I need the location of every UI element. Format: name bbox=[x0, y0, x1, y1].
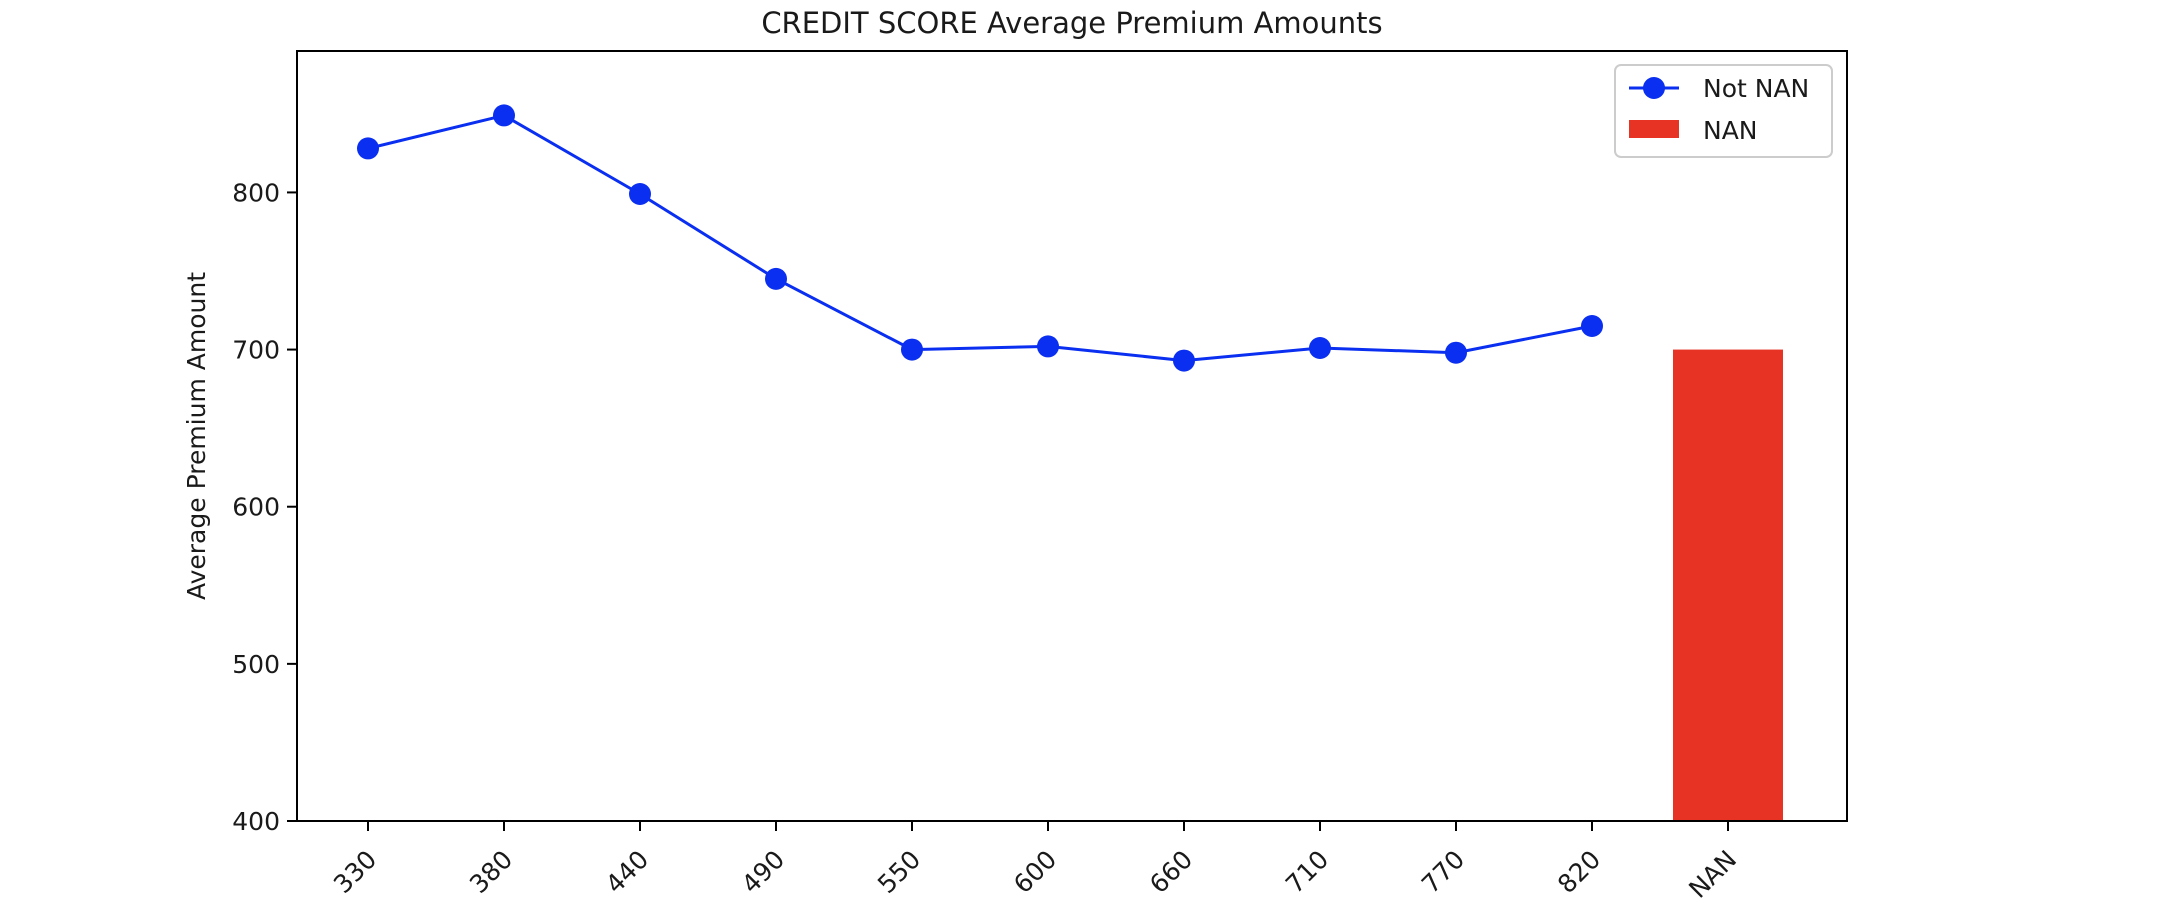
data-point bbox=[765, 267, 787, 290]
bar-nan bbox=[1673, 349, 1783, 821]
data-point bbox=[629, 183, 651, 205]
x-tick-label: 550 bbox=[872, 845, 926, 899]
series-line-not-nan bbox=[367, 113, 1593, 363]
x-tick-label: 490 bbox=[736, 845, 790, 899]
x-tick-label: 710 bbox=[1280, 845, 1334, 899]
x-tick-label: NAN bbox=[1683, 845, 1742, 904]
x-tick-label: 600 bbox=[1008, 845, 1062, 899]
y-tick-label: 400 bbox=[232, 807, 280, 836]
data-point bbox=[1309, 337, 1331, 359]
x-tick-label: 330 bbox=[328, 845, 382, 899]
x-tick-label: 820 bbox=[1552, 845, 1606, 899]
data-point bbox=[901, 338, 923, 361]
data-point bbox=[357, 137, 379, 160]
data-point bbox=[1037, 335, 1059, 358]
plot-frame bbox=[296, 50, 1848, 822]
y-tick-label: 700 bbox=[232, 336, 280, 365]
y-tick-label: 600 bbox=[232, 493, 280, 522]
legend-bar-swatch bbox=[1629, 120, 1679, 138]
y-tick-label: 500 bbox=[232, 650, 280, 679]
legend: Not NAN NAN bbox=[1614, 64, 1833, 158]
legend-label-not-nan: Not NAN bbox=[1703, 74, 1809, 103]
legend-label-nan: NAN bbox=[1703, 116, 1758, 145]
data-point bbox=[493, 104, 515, 127]
x-tick-label: 660 bbox=[1144, 845, 1198, 899]
data-point bbox=[1581, 315, 1603, 337]
plot-layer: 400 500 600 700 800 330 380 440 490 550 600 660 710 7… bbox=[232, 104, 1783, 904]
y-axis-label: Average Premium Amount bbox=[182, 272, 211, 600]
x-tick-label: 380 bbox=[464, 845, 518, 899]
chart-title: CREDIT SCORE Average Premium Amounts bbox=[761, 6, 1382, 40]
legend-marker-swatch bbox=[1643, 77, 1665, 99]
data-point bbox=[1445, 341, 1467, 364]
y-tick-label: 800 bbox=[232, 178, 280, 207]
data-point bbox=[1173, 349, 1195, 372]
x-tick-label: 440 bbox=[600, 845, 654, 899]
x-tick-label: 770 bbox=[1416, 845, 1470, 899]
